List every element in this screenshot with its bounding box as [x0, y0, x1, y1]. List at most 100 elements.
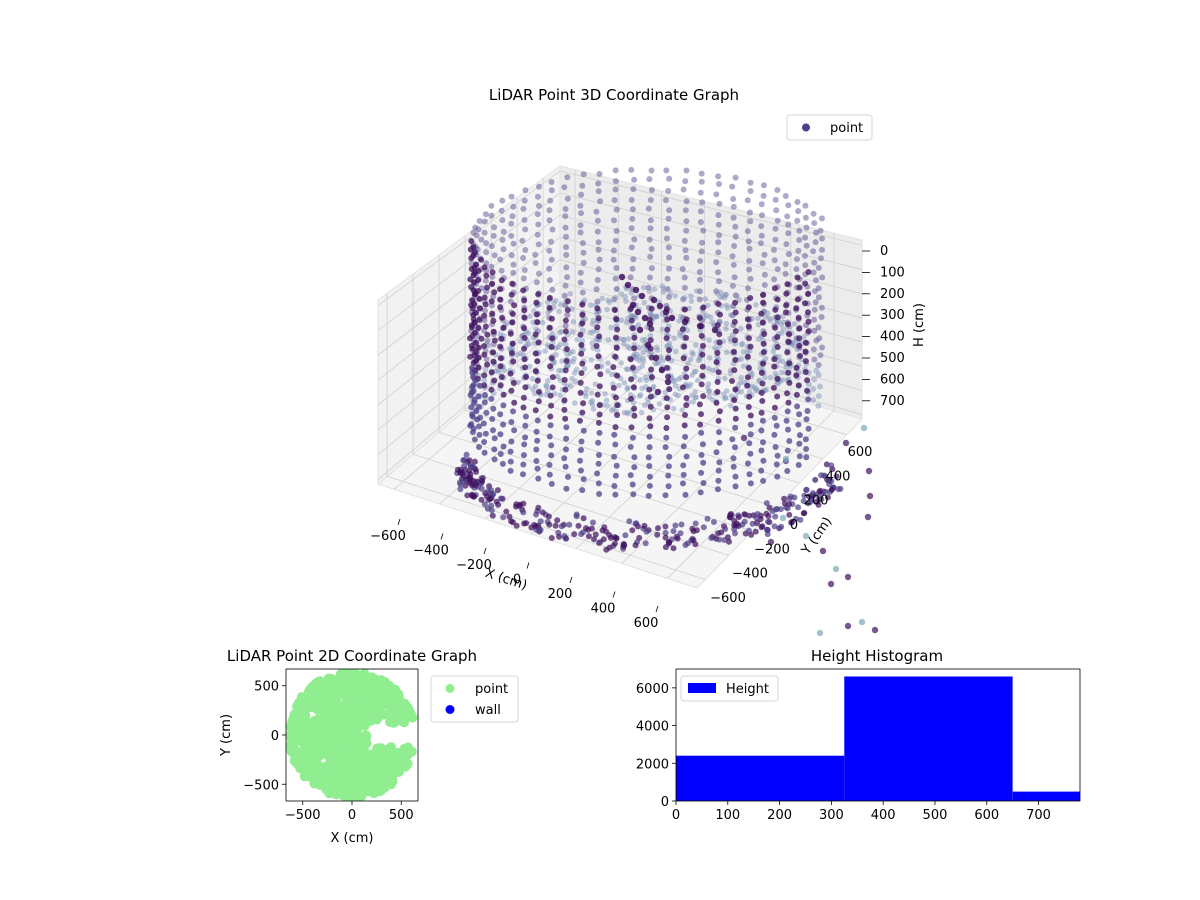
cloud-point — [646, 444, 653, 451]
cloud-point — [709, 367, 716, 374]
cloud-point — [706, 337, 712, 344]
cloud-point — [698, 170, 705, 177]
cloud-point — [802, 369, 809, 375]
cloud-point — [579, 240, 586, 247]
cloud-point — [779, 369, 785, 376]
cloud-point — [745, 285, 752, 292]
cloud-point — [716, 459, 723, 466]
cloud-point — [713, 359, 720, 366]
cloud-point — [521, 217, 528, 223]
cloud-point — [738, 325, 744, 332]
cloud-point — [802, 280, 809, 287]
chart2d-point — [339, 755, 350, 766]
grid-z-back — [559, 192, 863, 270]
cloud-point — [563, 446, 569, 453]
cloud-point — [741, 511, 748, 518]
cloud-point — [664, 326, 671, 333]
hist-xtick-label: 400 — [871, 808, 896, 823]
cloud-point — [524, 341, 530, 348]
cloud-point — [546, 217, 553, 224]
cloud-point — [628, 317, 635, 324]
cloud-point — [752, 528, 759, 535]
cloud-point — [795, 462, 802, 468]
cloud-point — [548, 344, 555, 350]
cloud-point — [469, 305, 476, 312]
cloud-point — [484, 284, 490, 291]
cloud-point — [622, 532, 629, 539]
cloud-point — [646, 473, 653, 480]
chart2d-point — [349, 690, 360, 701]
cloud-point — [520, 471, 526, 478]
cloud-point — [817, 383, 823, 390]
cloud-point — [683, 316, 690, 323]
cloud-point — [665, 463, 672, 470]
cloud-point — [643, 377, 650, 384]
chart2d-ticks: −500 −500 0 0 500 500 — [243, 680, 413, 823]
cloud-point — [490, 427, 496, 434]
cloud-point — [491, 446, 498, 453]
cloud-point — [796, 342, 803, 349]
cloud-point — [606, 299, 613, 306]
cloud-point — [521, 267, 528, 273]
cloud-point — [771, 285, 778, 292]
cloud-point — [561, 397, 568, 404]
cloud-point — [630, 364, 636, 371]
cloud-point — [481, 351, 488, 358]
cloud-point — [724, 388, 730, 394]
cloud-point — [555, 344, 562, 350]
cloud-point — [508, 220, 515, 227]
cloud-point — [785, 426, 791, 433]
cloud-point — [680, 471, 687, 478]
cloud-point — [864, 513, 872, 521]
cloud-point — [520, 275, 527, 282]
chart2d-point — [325, 692, 336, 703]
cloud-point — [818, 496, 825, 503]
cloud-point — [522, 226, 529, 233]
cloud-point — [546, 304, 553, 311]
cloud-point — [599, 363, 605, 370]
cloud-point — [735, 514, 742, 521]
cloud-point — [730, 463, 737, 470]
cloud-point — [642, 540, 649, 547]
cloud-point — [812, 299, 819, 306]
cloud-point — [758, 389, 765, 396]
cloud-point — [729, 282, 736, 289]
cloud-point — [698, 248, 705, 255]
cloud-point — [612, 424, 619, 431]
cloud-point — [621, 409, 628, 416]
cloud-point — [522, 187, 529, 194]
cloud-point — [664, 378, 672, 386]
cloud-point — [663, 395, 670, 402]
cloud-point — [785, 230, 792, 237]
cloud-point — [751, 384, 757, 390]
cloud-point — [693, 288, 700, 294]
cloud-point — [564, 298, 571, 305]
cloud-point — [772, 236, 779, 243]
cloud-point — [782, 261, 789, 268]
cloud-point — [811, 288, 818, 295]
cloud-point — [769, 508, 776, 515]
cloud-point — [693, 342, 699, 348]
cloud-point — [719, 293, 726, 300]
chart2d-point — [406, 746, 417, 757]
cloud-point — [697, 258, 704, 264]
cloud-point — [682, 412, 688, 418]
cloud-point — [624, 409, 630, 416]
cloud-point — [646, 288, 653, 295]
cloud-point — [707, 314, 714, 320]
cloud-point — [472, 224, 479, 231]
cloud-point — [562, 224, 569, 231]
cloud-point — [546, 265, 553, 272]
cloud-point — [771, 363, 778, 370]
cloud-point — [663, 335, 670, 342]
cloud-point — [545, 309, 551, 316]
cloud-point — [594, 298, 601, 305]
cloud-point — [811, 316, 818, 323]
cloud-point — [499, 314, 506, 321]
cloud-point — [631, 405, 638, 412]
hist-bars — [676, 676, 1080, 801]
cloud-point — [488, 243, 495, 249]
cloud-point — [716, 232, 723, 239]
cloud-point — [577, 279, 584, 286]
cloud-point — [645, 454, 652, 461]
